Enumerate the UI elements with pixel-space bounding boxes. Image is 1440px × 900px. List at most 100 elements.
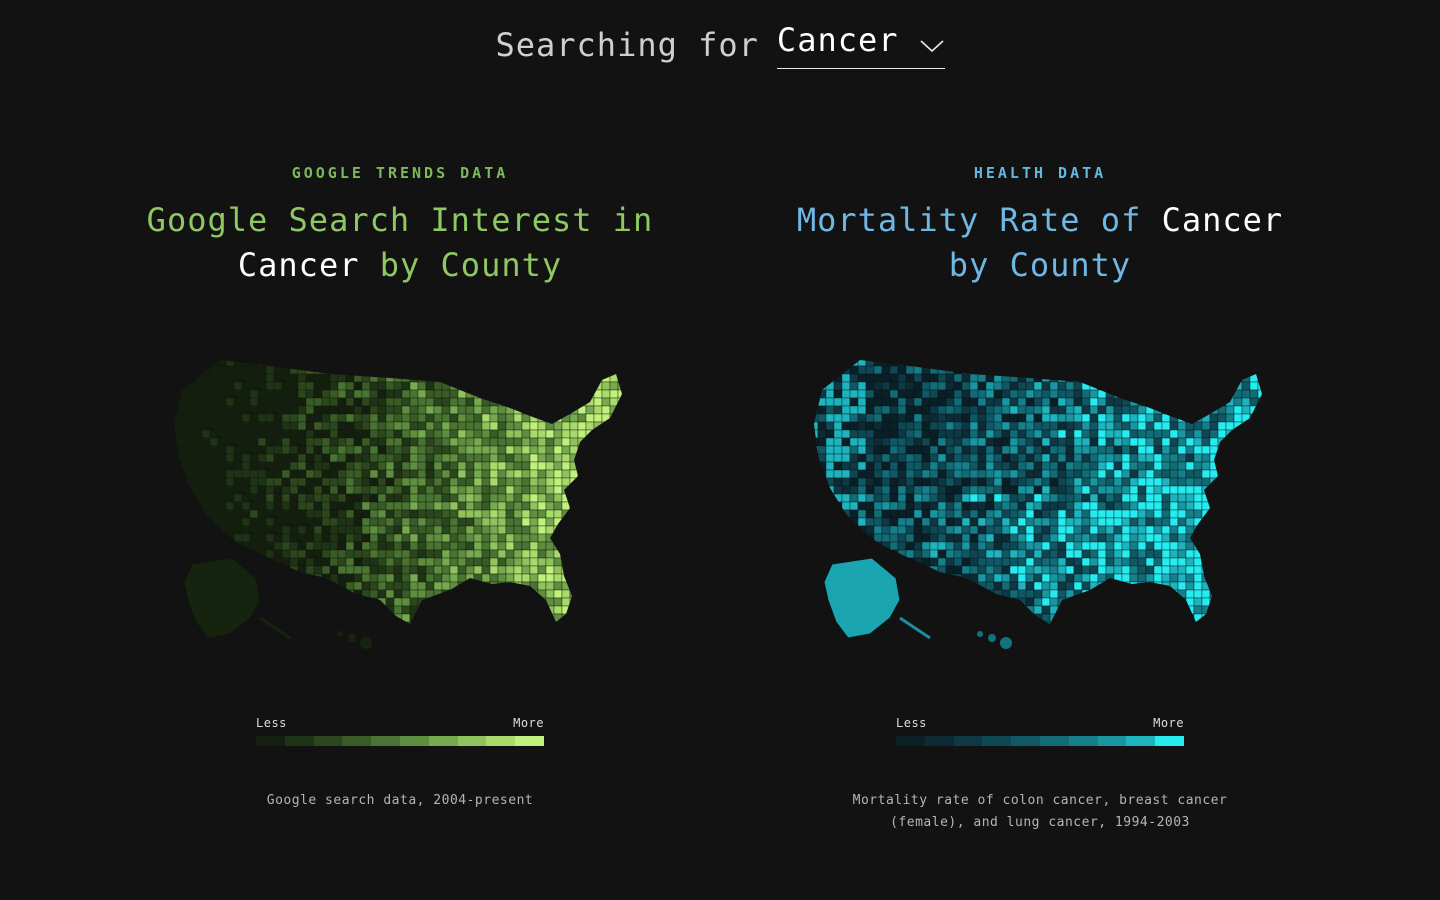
county-cell[interactable] bbox=[626, 574, 634, 582]
county-cell[interactable] bbox=[913, 397, 923, 407]
county-cell[interactable] bbox=[1185, 429, 1195, 439]
county-cell[interactable] bbox=[385, 533, 395, 543]
county-cell[interactable] bbox=[441, 589, 451, 599]
county-cell[interactable] bbox=[977, 589, 987, 599]
county-cell[interactable] bbox=[1041, 565, 1051, 575]
county-cell[interactable] bbox=[329, 541, 339, 551]
county-cell[interactable] bbox=[1057, 597, 1067, 607]
county-cell[interactable] bbox=[1089, 461, 1099, 471]
county-cell[interactable] bbox=[217, 485, 227, 495]
county-cell[interactable] bbox=[617, 605, 626, 615]
county-cell[interactable] bbox=[353, 621, 363, 630]
county-cell[interactable] bbox=[1121, 549, 1131, 559]
county-cell[interactable] bbox=[170, 630, 178, 638]
county-cell[interactable] bbox=[913, 437, 923, 447]
county-cell[interactable] bbox=[993, 517, 1003, 527]
county-cell[interactable] bbox=[545, 429, 555, 439]
county-cell[interactable] bbox=[1057, 557, 1067, 567]
county-cell[interactable] bbox=[1017, 525, 1027, 535]
county-cell[interactable] bbox=[353, 493, 363, 503]
county-cell[interactable] bbox=[1065, 557, 1075, 567]
county-cell[interactable] bbox=[1137, 557, 1147, 567]
county-cell[interactable] bbox=[433, 541, 443, 551]
county-cell[interactable] bbox=[993, 389, 1003, 399]
county-cell[interactable] bbox=[329, 469, 339, 479]
county-cell[interactable] bbox=[545, 477, 555, 487]
county-cell[interactable] bbox=[833, 397, 843, 407]
county-cell[interactable] bbox=[857, 533, 867, 543]
county-cell[interactable] bbox=[1266, 414, 1274, 422]
county-cell[interactable] bbox=[1050, 630, 1058, 638]
county-cell[interactable] bbox=[993, 429, 1003, 439]
county-cell[interactable] bbox=[1137, 461, 1147, 471]
county-cell[interactable] bbox=[1257, 533, 1266, 543]
county-cell[interactable] bbox=[618, 630, 626, 638]
county-cell[interactable] bbox=[481, 549, 491, 559]
county-cell[interactable] bbox=[1145, 573, 1155, 583]
county-cell[interactable] bbox=[961, 565, 971, 575]
county-cell[interactable] bbox=[953, 413, 963, 423]
county-cell[interactable] bbox=[489, 469, 499, 479]
county-cell[interactable] bbox=[1089, 429, 1099, 439]
county-cell[interactable] bbox=[433, 405, 443, 415]
county-cell[interactable] bbox=[337, 613, 347, 623]
county-cell[interactable] bbox=[474, 630, 482, 638]
county-cell[interactable] bbox=[1145, 581, 1155, 591]
county-cell[interactable] bbox=[1233, 397, 1243, 407]
county-cell[interactable] bbox=[825, 405, 835, 415]
county-cell[interactable] bbox=[513, 573, 523, 583]
county-cell[interactable] bbox=[1201, 533, 1211, 543]
county-cell[interactable] bbox=[609, 541, 619, 551]
county-cell[interactable] bbox=[626, 358, 634, 366]
county-cell[interactable] bbox=[545, 589, 555, 599]
county-cell[interactable] bbox=[305, 469, 315, 479]
county-cell[interactable] bbox=[1017, 509, 1027, 519]
county-cell[interactable] bbox=[626, 374, 634, 382]
county-cell[interactable] bbox=[889, 565, 899, 575]
county-cell[interactable] bbox=[833, 381, 843, 391]
county-cell[interactable] bbox=[417, 413, 427, 423]
county-cell[interactable] bbox=[481, 597, 491, 607]
county-cell[interactable] bbox=[385, 501, 395, 511]
county-cell[interactable] bbox=[953, 437, 963, 447]
county-cell[interactable] bbox=[1185, 533, 1195, 543]
county-cell[interactable] bbox=[321, 437, 331, 447]
county-cell[interactable] bbox=[577, 461, 587, 471]
county-cell[interactable] bbox=[810, 541, 819, 551]
county-cell[interactable] bbox=[977, 565, 987, 575]
county-cell[interactable] bbox=[401, 573, 411, 583]
county-cell[interactable] bbox=[521, 621, 531, 630]
county-cell[interactable] bbox=[1209, 581, 1219, 591]
county-cell[interactable] bbox=[1169, 405, 1179, 415]
county-cell[interactable] bbox=[1009, 533, 1019, 543]
county-cell[interactable] bbox=[513, 429, 523, 439]
county-cell[interactable] bbox=[265, 397, 275, 407]
county-cell[interactable] bbox=[969, 493, 979, 503]
county-cell[interactable] bbox=[1249, 493, 1259, 503]
county-cell[interactable] bbox=[881, 541, 891, 551]
county-cell[interactable] bbox=[297, 573, 307, 583]
county-cell[interactable] bbox=[1137, 541, 1147, 551]
county-cell[interactable] bbox=[1001, 437, 1011, 447]
county-cell[interactable] bbox=[1177, 397, 1187, 407]
county-cell[interactable] bbox=[1073, 581, 1083, 591]
county-cell[interactable] bbox=[353, 589, 363, 599]
county-cell[interactable] bbox=[1193, 405, 1203, 415]
county-cell[interactable] bbox=[1049, 413, 1059, 423]
county-cell[interactable] bbox=[201, 485, 211, 495]
county-cell[interactable] bbox=[1193, 541, 1203, 551]
county-cell[interactable] bbox=[953, 565, 963, 575]
county-cell[interactable] bbox=[217, 445, 227, 455]
county-cell[interactable] bbox=[1041, 605, 1051, 615]
county-cell[interactable] bbox=[609, 365, 619, 375]
county-cell[interactable] bbox=[873, 389, 883, 399]
county-cell[interactable] bbox=[617, 453, 626, 463]
county-cell[interactable] bbox=[617, 621, 626, 630]
county-cell[interactable] bbox=[577, 605, 587, 615]
county-cell[interactable] bbox=[1266, 486, 1274, 494]
county-cell[interactable] bbox=[1097, 533, 1107, 543]
county-cell[interactable] bbox=[401, 525, 411, 535]
county-cell[interactable] bbox=[1161, 365, 1171, 375]
county-cell[interactable] bbox=[513, 597, 523, 607]
county-cell[interactable] bbox=[521, 413, 531, 423]
